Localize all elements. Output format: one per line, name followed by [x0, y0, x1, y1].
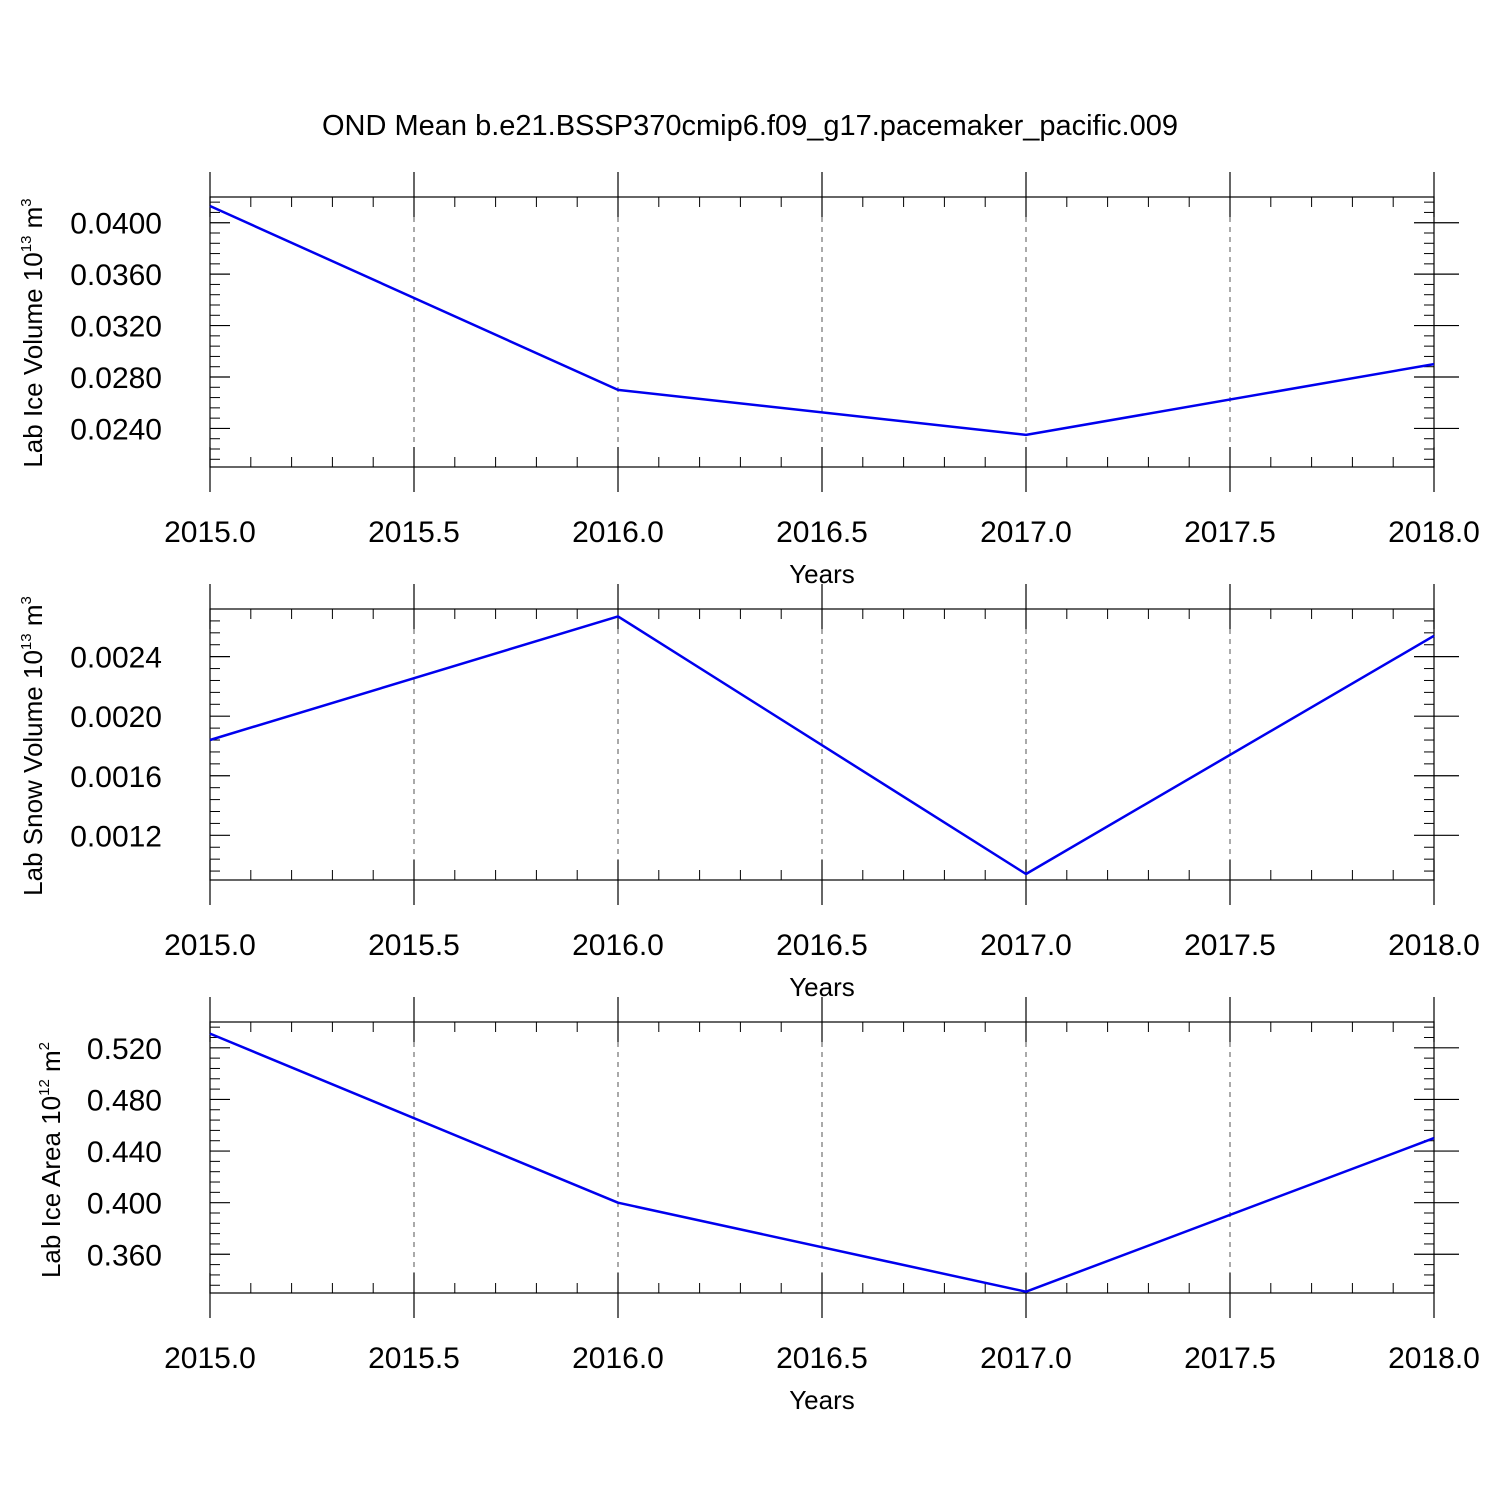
x-tick-label: 2015.5: [368, 1342, 460, 1375]
y-tick-labels: 0.0240 0.0280 0.0320 0.0360 0.0400: [70, 208, 162, 447]
y-tick-labels: 0.360 0.400 0.440 0.480 0.520: [87, 1033, 162, 1272]
x-tick-labels: 2015.0 2015.5 2016.0 2016.5 2017.0 2017.5 2018…: [164, 929, 1480, 962]
x-tick-label: 2017.0: [980, 1342, 1072, 1375]
axes: [209, 172, 1459, 492]
figure-title: OND Mean b.e21.BSSP370cmip6.f09_g17.pace…: [322, 110, 1178, 142]
x-axis-label: Years: [789, 1385, 855, 1415]
x-tick-label: 2017.0: [980, 516, 1072, 549]
data-series: [209, 204, 1435, 437]
y-tick-label: 0.400: [87, 1188, 162, 1221]
x-tick-label: 2017.5: [1184, 929, 1276, 962]
x-tick-label: 2015.5: [368, 929, 460, 962]
y-tick-label: 0.0320: [70, 311, 162, 344]
x-tick-label: 2018.0: [1388, 516, 1480, 549]
x-tick-label: 2018.0: [1388, 1342, 1480, 1375]
y-axis-label: Lab Ice Area 1012 m2: [36, 1042, 66, 1278]
y-tick-label: 0.0360: [70, 259, 162, 292]
x-tick-label: 2016.0: [572, 1342, 664, 1375]
y-tick-label: 0.440: [87, 1136, 162, 1169]
y-tick-label: 0.0020: [70, 701, 162, 734]
y-tick-label: 0.0012: [70, 820, 162, 853]
x-tick-label: 2017.5: [1184, 516, 1276, 549]
x-tick-label: 2016.5: [776, 1342, 868, 1375]
grid-lines: [413, 197, 1231, 467]
x-tick-labels: 2015.0 2015.5 2016.0 2016.5 2017.0 2017.5 2018…: [164, 1342, 1480, 1375]
x-tick-label: 2016.0: [572, 929, 664, 962]
series-line: [209, 1032, 1435, 1293]
y-tick-label: 0.360: [87, 1239, 162, 1272]
axes: [209, 997, 1459, 1318]
series-line: [209, 615, 1435, 876]
y-tick-label: 0.480: [87, 1084, 162, 1117]
x-tick-label: 2016.5: [776, 516, 868, 549]
data-series: [209, 615, 1435, 876]
x-tick-label: 2017.5: [1184, 1342, 1276, 1375]
x-tick-label: 2016.0: [572, 516, 664, 549]
x-tick-label: 2015.0: [164, 929, 256, 962]
y-tick-labels: 0.0012 0.0016 0.0020 0.0024: [70, 642, 162, 854]
y-tick-label: 0.0016: [70, 761, 162, 794]
series-line: [209, 204, 1435, 437]
y-tick-label: 0.0400: [70, 208, 162, 241]
y-axis-label: Lab Snow Volume 1013 m3: [18, 596, 48, 896]
y-tick-label: 0.520: [87, 1033, 162, 1066]
grid-lines: [413, 1022, 1231, 1293]
x-tick-label: 2015.5: [368, 516, 460, 549]
axes: [209, 584, 1459, 905]
x-tick-label: 2015.0: [164, 516, 256, 549]
y-tick-label: 0.0240: [70, 413, 162, 446]
y-tick-label: 0.0280: [70, 362, 162, 395]
x-tick-label: 2016.5: [776, 929, 868, 962]
y-tick-label: 0.0024: [70, 642, 162, 675]
x-tick-label: 2015.0: [164, 1342, 256, 1375]
x-tick-label: 2017.0: [980, 929, 1072, 962]
x-tick-labels: 2015.0 2015.5 2016.0 2016.5 2017.0 2017.5 2018…: [164, 516, 1480, 549]
x-tick-label: 2018.0: [1388, 929, 1480, 962]
y-axis-label: Lab Ice Volume 1013 m3: [18, 198, 48, 467]
data-series: [209, 1032, 1435, 1293]
